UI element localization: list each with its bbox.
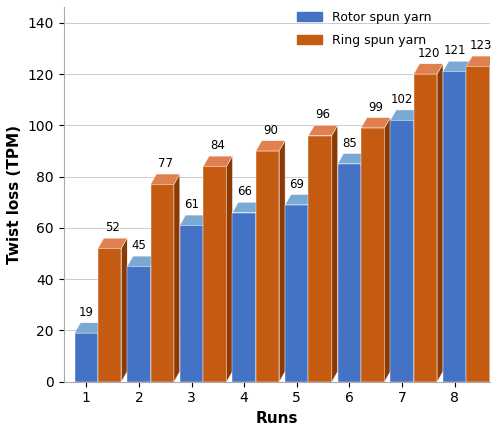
Polygon shape <box>180 215 209 225</box>
Polygon shape <box>332 125 338 382</box>
Text: 123: 123 <box>470 39 492 52</box>
Polygon shape <box>232 202 262 213</box>
Polygon shape <box>203 166 226 382</box>
Text: 85: 85 <box>342 137 357 150</box>
Text: 84: 84 <box>210 139 226 152</box>
Polygon shape <box>285 205 308 382</box>
Polygon shape <box>466 66 490 382</box>
Polygon shape <box>150 256 156 382</box>
Text: 121: 121 <box>444 44 466 57</box>
Legend: Rotor spun yarn, Ring spun yarn: Rotor spun yarn, Ring spun yarn <box>292 6 436 52</box>
Text: 90: 90 <box>263 124 278 137</box>
Polygon shape <box>256 141 285 151</box>
Y-axis label: Twist loss (TPM): Twist loss (TPM) <box>7 125 22 264</box>
Text: 52: 52 <box>105 221 120 234</box>
Polygon shape <box>203 156 232 166</box>
Polygon shape <box>414 64 443 74</box>
Text: 19: 19 <box>79 306 94 319</box>
Text: 61: 61 <box>184 198 199 211</box>
Polygon shape <box>232 213 256 382</box>
Polygon shape <box>98 238 127 249</box>
Polygon shape <box>98 323 104 382</box>
Text: 120: 120 <box>417 47 440 60</box>
Polygon shape <box>414 110 420 382</box>
Polygon shape <box>466 61 472 382</box>
Polygon shape <box>443 61 472 71</box>
Polygon shape <box>150 174 180 184</box>
Polygon shape <box>203 215 209 382</box>
Text: 99: 99 <box>368 101 383 114</box>
Polygon shape <box>437 64 443 382</box>
Polygon shape <box>127 266 150 382</box>
Text: 96: 96 <box>316 109 330 122</box>
Polygon shape <box>122 238 127 382</box>
Polygon shape <box>226 156 232 382</box>
Polygon shape <box>361 118 390 128</box>
Polygon shape <box>174 174 180 382</box>
Polygon shape <box>256 202 262 382</box>
Polygon shape <box>338 164 361 382</box>
Polygon shape <box>443 71 466 382</box>
Text: 102: 102 <box>391 93 413 106</box>
Polygon shape <box>361 154 367 382</box>
Polygon shape <box>308 136 332 382</box>
Polygon shape <box>414 74 437 382</box>
Text: 77: 77 <box>158 157 172 170</box>
Polygon shape <box>74 323 104 333</box>
Polygon shape <box>390 110 420 120</box>
Text: 45: 45 <box>132 239 146 252</box>
Polygon shape <box>338 154 367 164</box>
Polygon shape <box>384 118 390 382</box>
Polygon shape <box>256 151 279 382</box>
Polygon shape <box>98 249 122 382</box>
Polygon shape <box>127 256 156 266</box>
Polygon shape <box>279 141 285 382</box>
Polygon shape <box>390 120 413 382</box>
Text: 69: 69 <box>290 178 304 191</box>
Polygon shape <box>285 194 314 205</box>
Polygon shape <box>150 184 174 382</box>
Polygon shape <box>490 56 496 382</box>
Polygon shape <box>308 125 338 136</box>
Polygon shape <box>466 56 496 66</box>
Polygon shape <box>180 225 203 382</box>
Polygon shape <box>308 194 314 382</box>
Polygon shape <box>74 333 98 382</box>
X-axis label: Runs: Runs <box>256 411 298 426</box>
Polygon shape <box>361 128 384 382</box>
Text: 66: 66 <box>236 185 252 198</box>
